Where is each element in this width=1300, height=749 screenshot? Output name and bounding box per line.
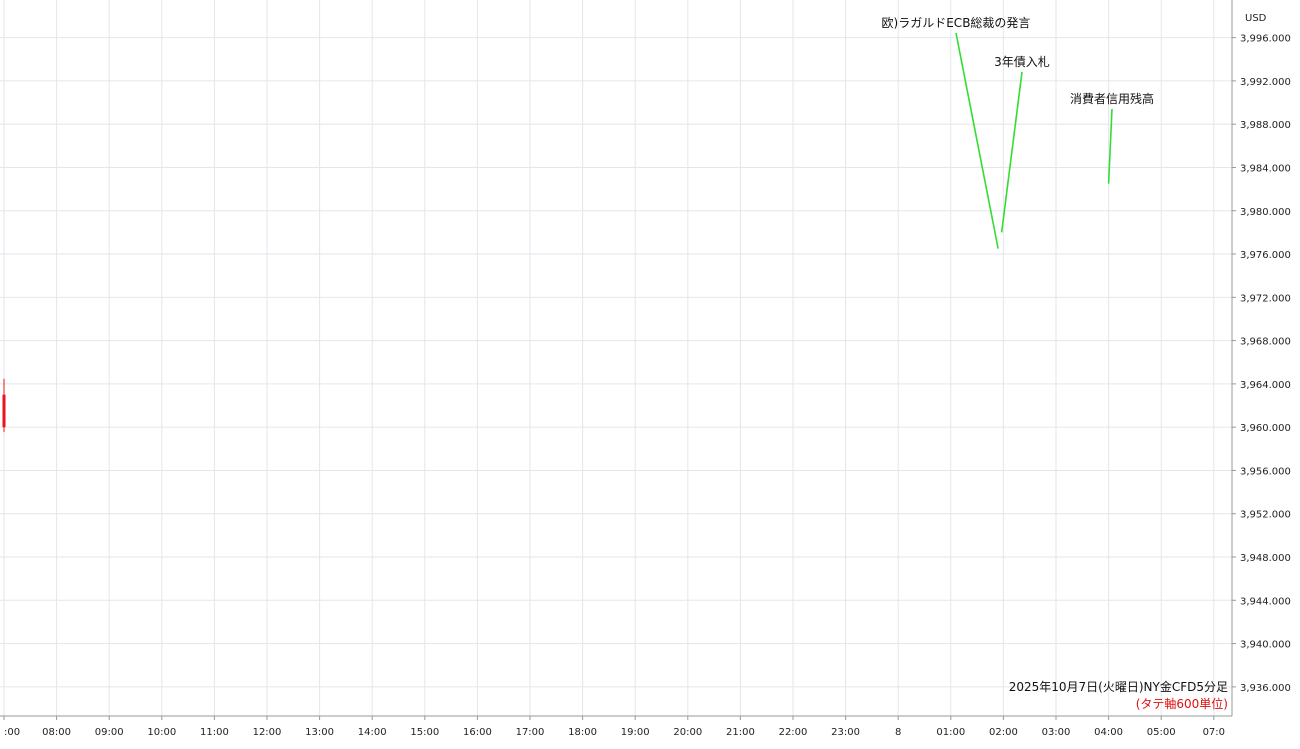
x-tick-label: 05:00: [1147, 727, 1176, 738]
y-tick-label: 3,976.000: [1240, 250, 1291, 261]
y-tick-label: 3,944.000: [1240, 596, 1291, 607]
event-annotation: 消費者信用残高: [1070, 91, 1154, 184]
x-tick-label: 23:00: [831, 727, 860, 738]
x-tick-label: 14:00: [358, 727, 387, 738]
event-annotation: 欧)ラガルドECB総裁の発言: [882, 16, 1031, 249]
currency-label: USD: [1245, 13, 1267, 24]
x-tick-label: 01:00: [936, 727, 965, 738]
annotation-leader-line: [1000, 71, 1023, 233]
candle-body: [2, 394, 6, 428]
chart-caption: 2025年10月7日(火曜日)NY金CFD5分足: [1009, 679, 1228, 694]
x-tick-label: 19:00: [621, 727, 650, 738]
y-tick-label: 3,960.000: [1240, 423, 1291, 434]
x-tick-label: 13:00: [305, 727, 334, 738]
x-tick-label: :00: [4, 727, 20, 738]
x-tick-label: 03:00: [1042, 727, 1071, 738]
y-tick-label: 3,940.000: [1240, 640, 1291, 651]
annotation-label: 欧)ラガルドECB総裁の発言: [882, 16, 1031, 30]
annotation-leader-line: [955, 32, 999, 249]
y-tick-label: 3,936.000: [1240, 683, 1291, 694]
y-tick-label: 3,952.000: [1240, 510, 1291, 521]
candle: [2, 378, 6, 433]
annotation-leader-line: [1107, 108, 1113, 184]
annotation-label: 消費者信用残高: [1070, 91, 1154, 106]
y-tick-label: 3,988.000: [1240, 120, 1291, 131]
y-tick-label: 3,992.000: [1240, 77, 1291, 88]
annotation-label: 3年債入札: [994, 54, 1050, 69]
x-tick-label: 07:0: [1203, 727, 1225, 738]
y-tick-label: 3,968.000: [1240, 337, 1291, 348]
x-tick-label: 22:00: [779, 727, 808, 738]
x-tick-label: 04:00: [1094, 727, 1123, 738]
y-tick-label: 3,964.000: [1240, 380, 1291, 391]
x-axis-ticks: :00 08:00 09:00 10:00 11:00 12:00 13:00 14:00 15…: [3, 716, 1225, 738]
x-tick-label: 15:00: [410, 727, 439, 738]
x-tick-label: 21:00: [726, 727, 755, 738]
event-annotation: 3年債入札: [994, 54, 1050, 233]
x-tick-label: 02:00: [989, 727, 1018, 738]
x-tick-label: 8: [895, 727, 901, 738]
x-tick-label: 10:00: [147, 727, 176, 738]
x-tick-label: 08:00: [42, 727, 71, 738]
y-tick-label: 3,984.000: [1240, 163, 1291, 174]
x-tick-label: 16:00: [463, 727, 492, 738]
x-tick-label: 17:00: [516, 727, 545, 738]
x-tick-label: 09:00: [95, 727, 124, 738]
y-tick-label: 3,948.000: [1240, 553, 1291, 564]
y-axis-ticks: 3,996.000 3,992.000 3,988.000 3,984.000 3,98…: [1232, 34, 1291, 694]
candles: [2, 378, 6, 433]
x-tick-label: 20:00: [673, 727, 702, 738]
x-tick-label: 18:00: [568, 727, 597, 738]
y-tick-label: 3,956.000: [1240, 466, 1291, 477]
y-tick-label: 3,980.000: [1240, 207, 1291, 218]
grid-lines: [0, 0, 1232, 716]
y-tick-label: 3,996.000: [1240, 34, 1291, 45]
axis-scale-note: (タテ軸600単位): [1136, 696, 1228, 711]
x-tick-label: 11:00: [200, 727, 229, 738]
y-tick-label: 3,972.000: [1240, 293, 1291, 304]
x-tick-label: 12:00: [253, 727, 282, 738]
